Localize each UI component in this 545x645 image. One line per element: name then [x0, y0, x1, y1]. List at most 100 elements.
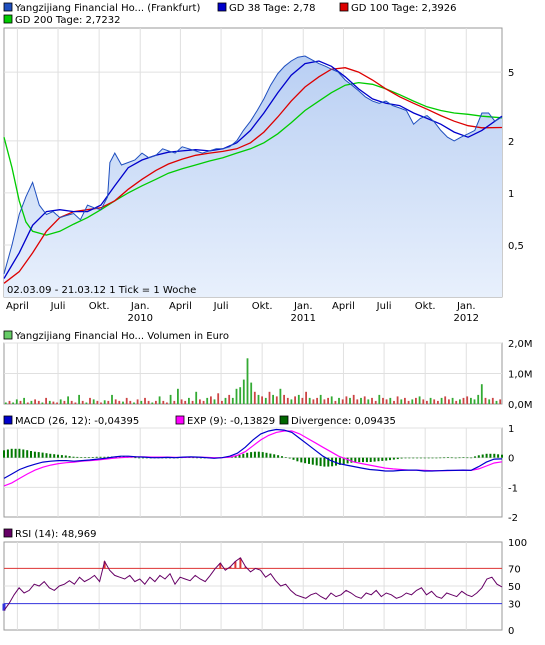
volume-bar	[272, 394, 274, 404]
volume-bar	[59, 399, 62, 404]
volume-bar	[374, 400, 377, 404]
y-tick-label: 30	[508, 600, 521, 611]
volume-bar	[162, 400, 165, 404]
volume-bar	[352, 394, 355, 404]
divergence-bar	[41, 452, 44, 458]
divergence-bar	[381, 457, 384, 461]
divergence-bar	[404, 457, 407, 459]
volume-bar	[210, 396, 212, 404]
volume-bar	[213, 399, 216, 404]
volume-bar	[242, 379, 245, 404]
x-month-label: Juli	[50, 301, 66, 312]
volume-bar	[437, 400, 439, 404]
volume-bar	[308, 397, 311, 404]
divergence-bar	[30, 451, 32, 458]
volume-bar	[45, 397, 47, 404]
volume-bar	[206, 397, 209, 404]
volume-bar	[444, 396, 447, 404]
volume-bar	[228, 394, 231, 404]
legend-swatch	[3, 2, 13, 12]
volume-bar	[133, 402, 135, 404]
legend-swatch	[3, 14, 13, 24]
x-year-label: 2010	[127, 313, 152, 324]
volume-bar	[250, 382, 253, 404]
y-tick-label: 2,0M	[508, 339, 533, 350]
volume-bar	[382, 397, 384, 404]
divergence-bar	[377, 457, 380, 462]
divergence-bar	[300, 457, 303, 463]
volume-bar	[462, 397, 465, 404]
volume-bar	[4, 402, 7, 404]
series-line-3	[3, 81, 503, 236]
legend-label: MACD (26, 12): -0,04395	[15, 416, 139, 427]
volume-bar	[451, 397, 454, 404]
legend-swatch	[3, 415, 13, 425]
divergence-bar	[423, 457, 426, 459]
divergence-bar	[192, 457, 195, 459]
divergence-bar	[315, 457, 318, 466]
legend-label: Yangzijiang Financial Ho... Volumen in E…	[14, 331, 229, 342]
divergence-bar	[458, 457, 461, 459]
volume-bar	[67, 396, 69, 404]
volume-bar	[129, 400, 132, 404]
volume-bar	[169, 394, 172, 404]
divergence-bar	[22, 449, 25, 458]
divergence-bar	[319, 457, 322, 467]
volume-bar	[114, 399, 117, 404]
divergence-bar	[462, 457, 465, 458]
volume-bar	[261, 396, 263, 404]
legend-label: Yangzijiang Financial Ho... (Frankfurt)	[14, 3, 200, 14]
divergence-bar	[64, 455, 67, 458]
volume-bar	[158, 396, 161, 404]
divergence-bar	[454, 457, 457, 459]
divergence-bar	[26, 450, 29, 458]
divergence-bar	[466, 457, 469, 459]
y-tick-label: -1	[508, 483, 518, 494]
divergence-bar	[265, 452, 268, 458]
volume-bar	[96, 400, 99, 404]
rsi-line	[3, 557, 503, 611]
divergence-bar	[493, 453, 496, 458]
date-range-label: 02.03.09 - 21.03.12 1 Tick = 1 Woche	[7, 285, 196, 296]
series-line-0	[3, 55, 503, 275]
divergence-bar	[238, 455, 241, 458]
volume-bar	[448, 399, 450, 404]
y-tick-label: 0	[508, 626, 514, 637]
volume-bar	[184, 400, 187, 404]
divergence-bar	[392, 457, 395, 460]
volume-bar	[345, 396, 348, 404]
y-tick-label: 1,0M	[508, 370, 533, 381]
volume-bar	[70, 400, 73, 404]
volume-bar	[231, 397, 234, 404]
volume-bar	[371, 397, 373, 404]
divergence-bar	[304, 457, 307, 464]
volume-bar	[100, 402, 102, 404]
volume-bar	[385, 399, 388, 404]
divergence-bar	[497, 454, 500, 458]
volume-bar	[151, 402, 154, 404]
y-tick-label: 0,0M	[508, 400, 533, 411]
volume-bar	[188, 397, 190, 404]
volume-bar	[202, 400, 205, 404]
volume-bar	[136, 399, 139, 404]
volume-bar	[495, 400, 498, 404]
divergence-bar	[99, 456, 102, 458]
divergence-bar	[427, 457, 430, 459]
divergence-bar	[419, 457, 422, 459]
divergence-bar	[450, 457, 453, 459]
volume-bar	[177, 388, 179, 405]
divergence-bar	[338, 457, 341, 465]
macd-line	[3, 428, 503, 479]
divergence-bar	[342, 457, 345, 465]
y-tick-label: -2	[508, 513, 518, 524]
divergence-bar	[145, 457, 148, 459]
divergence-bar	[14, 448, 17, 458]
volume-bar	[400, 399, 403, 404]
volume-bar	[499, 399, 502, 404]
y-tick-label: 0,5	[508, 241, 524, 252]
divergence-bar	[72, 456, 75, 458]
divergence-bar	[431, 457, 434, 459]
volume-bar	[78, 394, 80, 404]
volume-bar	[191, 400, 194, 404]
